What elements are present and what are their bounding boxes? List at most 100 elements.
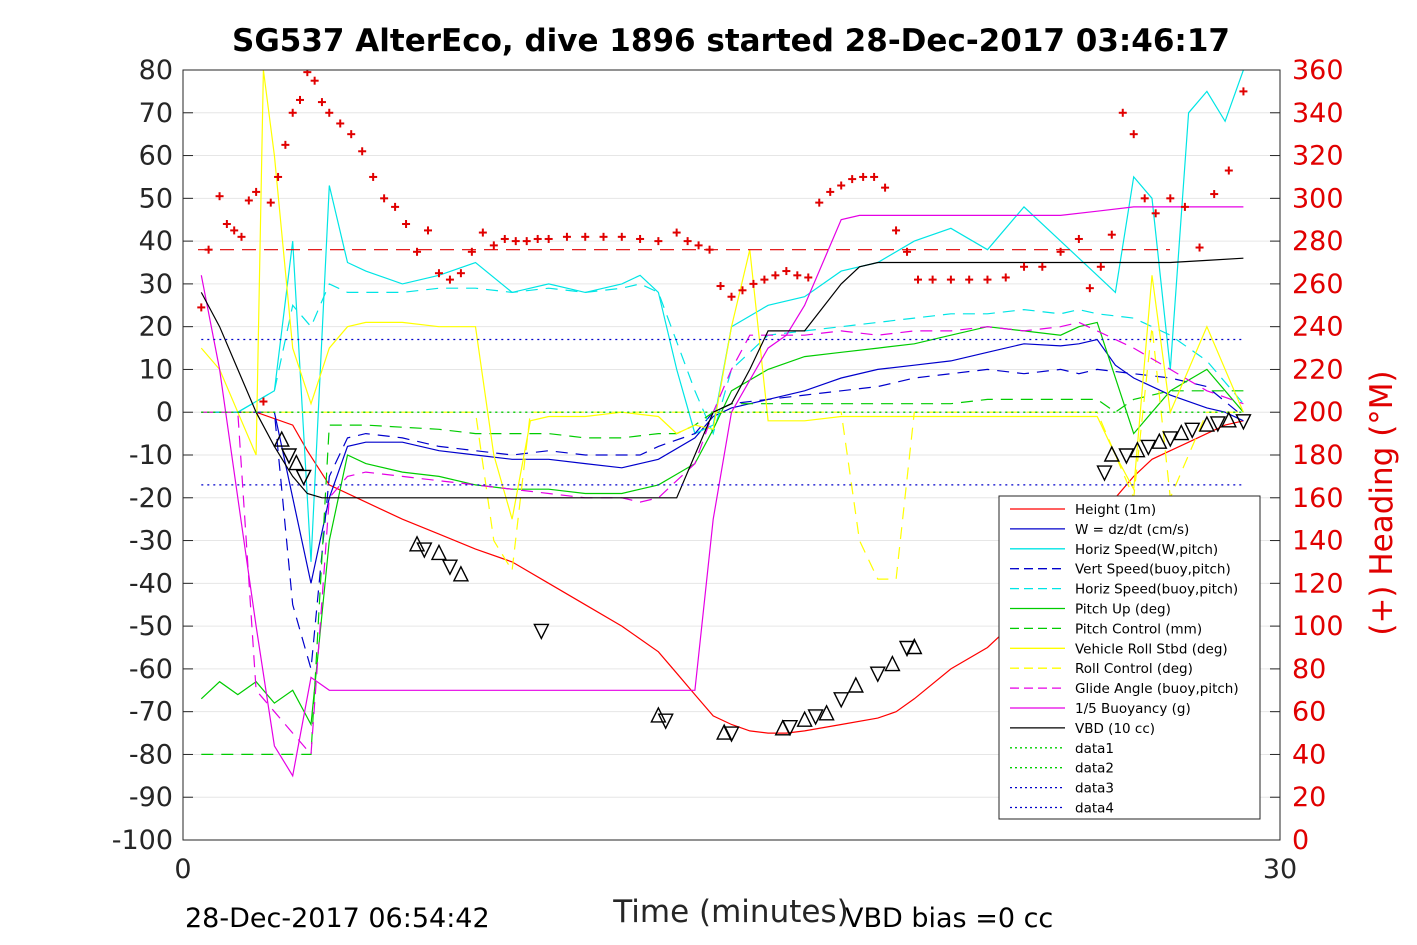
heading-marker	[244, 196, 253, 205]
heading-marker	[1001, 273, 1010, 282]
heading-marker	[672, 228, 681, 237]
heading-marker	[760, 275, 769, 284]
y-tick-label-left: -30	[129, 526, 173, 557]
heading-marker	[581, 232, 590, 241]
y-tick-label-right: 120	[1292, 568, 1344, 599]
footer-timestamp: 28-Dec-2017 06:54:42	[185, 903, 490, 934]
heading-marker	[222, 220, 231, 228]
legend-label: Pitch Up (deg)	[1075, 602, 1171, 618]
triangle-marker	[1235, 414, 1252, 431]
y-tick-label-right: 160	[1292, 483, 1344, 514]
y-tick-label-left: 50	[139, 183, 173, 214]
heading-marker	[793, 271, 802, 280]
heading-marker	[317, 98, 326, 107]
heading-marker	[1129, 130, 1138, 139]
heading-marker	[402, 220, 411, 228]
heading-marker	[500, 234, 509, 243]
heading-marker	[913, 275, 922, 284]
heading-marker	[1151, 209, 1160, 218]
heading-marker	[1107, 230, 1116, 239]
y-tick-label-right: 140	[1292, 526, 1344, 557]
triangle-marker	[1184, 422, 1201, 439]
heading-marker	[738, 286, 747, 295]
y-tick-label-left: 40	[139, 226, 173, 257]
y-tick-label-left: 60	[139, 141, 173, 172]
heading-marker	[413, 247, 422, 256]
heading-marker	[445, 275, 454, 284]
y-tick-label-right: 240	[1292, 312, 1344, 343]
heading-marker	[881, 183, 890, 192]
heading-marker	[1020, 262, 1029, 271]
y-tick-label-left: 70	[139, 98, 173, 129]
triangle-marker	[818, 704, 835, 721]
chart-title: SG537 AlterEco, dive 1896 started 28-Dec…	[232, 23, 1230, 59]
triangle-marker	[1220, 411, 1237, 428]
heading-marker	[683, 237, 692, 246]
heading-marker	[804, 273, 813, 282]
heading-marker	[636, 234, 645, 243]
series-layer	[200, 70, 1244, 778]
heading-marker	[336, 119, 345, 128]
y-tick-label-right: 340	[1292, 98, 1344, 129]
triangle-marker	[430, 543, 448, 561]
heading-marker	[903, 247, 912, 256]
y-tick-label-left: -50	[129, 611, 173, 642]
heading-marker	[617, 232, 626, 241]
heading-marker	[892, 226, 901, 235]
y-axis-left: 80 70 60 50 40 30 20 10 0 -10 -20 -30 -40 -50 -60 -70 -8…	[112, 55, 193, 856]
heading-marker	[716, 282, 725, 291]
heading-marker	[705, 245, 714, 254]
legend-label: Glide Angle (buoy,pitch)	[1075, 681, 1239, 697]
y-tick-label-right: 60	[1292, 697, 1326, 728]
heading-marker	[749, 279, 758, 288]
heading-marker	[1056, 247, 1065, 256]
y-tick-label-right: 220	[1292, 354, 1344, 385]
legend-label: Horiz Speed(buoy,pitch)	[1075, 582, 1238, 598]
heading-marker	[1085, 284, 1094, 293]
triangle-marker	[441, 559, 459, 576]
heading-marker	[522, 237, 531, 246]
heading-marker	[928, 275, 937, 284]
y-tick-label-left: 20	[139, 312, 173, 343]
x-axis-label: Time (minutes)	[612, 894, 848, 930]
triangle-marker	[781, 719, 799, 737]
x-tick-label: 30	[1263, 854, 1297, 885]
y-tick-label-right: 260	[1292, 269, 1344, 300]
y-tick-label-left: -10	[129, 440, 173, 471]
y-tick-label-right: 200	[1292, 397, 1344, 428]
y-tick-label-right: 320	[1292, 141, 1344, 172]
heading-marker	[423, 226, 432, 235]
heading-marker	[1038, 262, 1047, 271]
triangle-marker	[1151, 432, 1168, 449]
heading-marker	[259, 397, 268, 406]
heading-marker	[215, 192, 224, 201]
triangle-marker	[657, 713, 674, 730]
heading-marker	[266, 198, 275, 207]
y-tick-label-right: 300	[1292, 183, 1344, 214]
y-tick-label-left: -90	[129, 782, 173, 813]
legend-label: Vehicle Roll Stbd (deg)	[1075, 641, 1228, 657]
heading-marker	[826, 187, 835, 196]
heading-marker	[310, 76, 319, 85]
y-tick-label-left: 10	[139, 354, 173, 385]
heading-marker	[1140, 194, 1149, 203]
triangle-marker	[1209, 416, 1226, 433]
heading-marker	[511, 237, 520, 246]
heading-marker	[204, 245, 213, 254]
series-line-10	[200, 206, 1244, 778]
heading-marker	[456, 269, 465, 278]
heading-marker	[848, 175, 857, 184]
y-tick-label-left: -40	[129, 568, 173, 599]
triangle-marker	[1173, 424, 1190, 441]
y-tick-label-right: 280	[1292, 226, 1344, 257]
series-line-4	[201, 283, 1244, 436]
series-line-3	[201, 368, 1244, 670]
series-line-9	[201, 321, 1244, 756]
heading-marker	[467, 247, 476, 256]
y-tick-label-left: 30	[139, 269, 173, 300]
x-axis: 0 30	[174, 854, 1297, 885]
heading-marker	[288, 108, 297, 117]
triangle-marker	[452, 565, 470, 582]
triangle-marker	[273, 430, 290, 447]
heading-marker	[303, 70, 312, 77]
